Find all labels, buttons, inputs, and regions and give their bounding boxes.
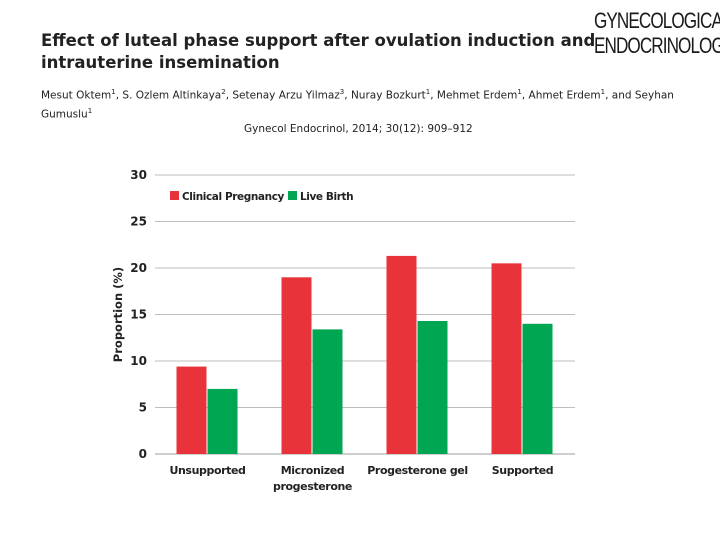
x-tick-label: Supported	[492, 464, 553, 477]
x-tick-label: Progesterone gel	[367, 464, 467, 477]
author-name: S. Ozlem Altinkaya	[122, 89, 222, 102]
author-separator: ,	[344, 89, 351, 102]
bar-live-birth	[522, 323, 553, 454]
x-tick-label: Unsupported	[169, 464, 245, 477]
legend-swatch	[288, 191, 297, 200]
author-separator: ,	[521, 89, 529, 102]
bar-live-birth	[312, 329, 343, 454]
author-name: Seyhan Gumuslu	[41, 89, 674, 121]
author-name: Setenay Arzu Yilmaz	[232, 89, 340, 102]
legend-label: Live Birth	[300, 191, 353, 203]
y-tick-label: 10	[130, 354, 147, 368]
author-name: Mehmet Erdem	[436, 89, 518, 102]
y-tick-label: 0	[139, 447, 147, 461]
author-separator: ,	[225, 89, 233, 102]
author-affiliation: 1	[87, 106, 93, 115]
x-tick-label: Micronized	[281, 464, 345, 477]
paper-title: Effect of luteal phase support after ovu…	[41, 30, 601, 74]
author-name: Ahmet Erdem	[528, 89, 601, 102]
bar-clinical-pregnancy	[176, 366, 207, 454]
y-tick-label: 5	[139, 401, 147, 415]
bar-live-birth	[417, 321, 448, 454]
y-tick-label: 20	[130, 261, 147, 275]
bar-clinical-pregnancy	[491, 263, 522, 454]
y-axis-label: Proportion (%)	[111, 267, 125, 362]
y-tick-label: 30	[130, 168, 147, 182]
bar-clinical-pregnancy	[281, 277, 312, 454]
author-affiliation: 1	[517, 88, 522, 96]
legend-swatch	[170, 191, 179, 200]
author-affiliation: 2	[221, 88, 226, 96]
citation-details: , 2014; 30(12): 909–912	[345, 123, 473, 135]
paper-title-line-2: intrauterine insemination	[41, 53, 280, 72]
journal-name: Gynecol Endocrinol	[244, 123, 346, 135]
legend-label: Clinical Pregnancy	[182, 191, 285, 203]
y-tick-label: 15	[130, 308, 147, 322]
author-affiliation: 3	[339, 88, 345, 96]
author-separator: ,	[115, 89, 123, 102]
x-tick-label: progesterone	[273, 480, 352, 493]
author-separator: ,	[430, 89, 437, 102]
author-name: Mesut Oktem	[41, 89, 112, 102]
author-affiliation: 1	[600, 88, 606, 96]
author-name: Nuray Bozkurt	[350, 89, 426, 102]
bar-clinical-pregnancy	[386, 255, 417, 454]
author-affiliation: 1	[111, 88, 116, 96]
bar-live-birth	[207, 388, 238, 454]
author-list: Mesut Oktem1, S. Ozlem Altinkaya2, Seten…	[41, 85, 701, 122]
author-separator: , and	[605, 89, 635, 102]
y-tick-label: 25	[130, 215, 147, 229]
author-affiliation: 1	[425, 88, 431, 96]
paper-title-line-1: Effect of luteal phase support after ovu…	[41, 31, 596, 50]
citation: Gynecol Endocrinol, 2014; 30(12): 909–91…	[244, 123, 473, 135]
